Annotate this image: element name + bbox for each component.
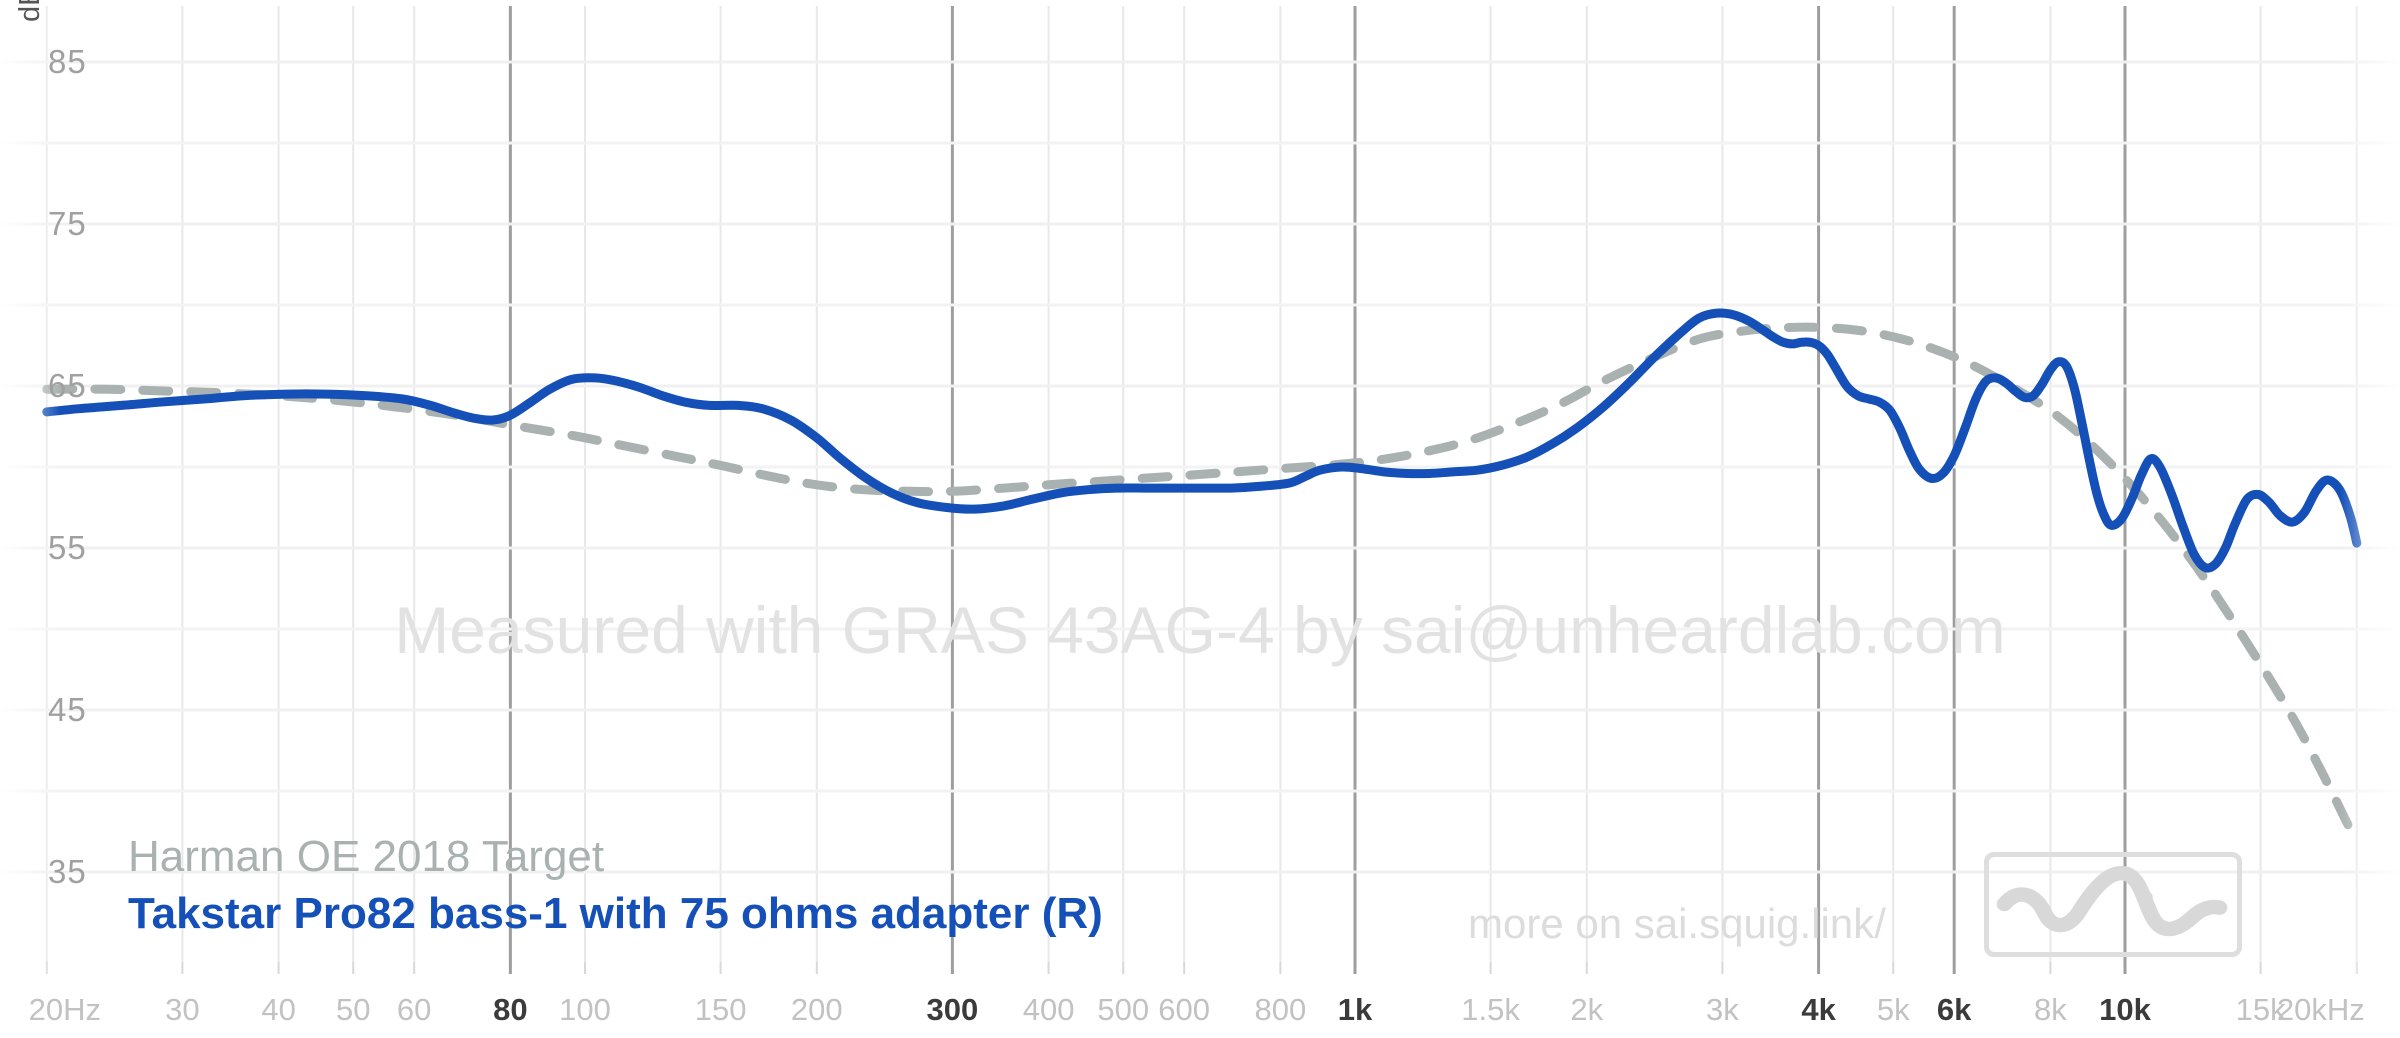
y-tick-75: 75 — [48, 205, 87, 242]
x-tick-10k: 10k — [2099, 992, 2151, 1027]
watermark-text: Measured with GRAS 43AG-4 by sai@unheard… — [394, 593, 2006, 667]
y-tick-45: 45 — [48, 691, 87, 728]
x-tick-5k: 5k — [1876, 992, 1910, 1027]
x-tick-1k: 1k — [1337, 992, 1373, 1027]
x-tick-60: 60 — [396, 992, 432, 1027]
y-tick-35: 35 — [48, 853, 87, 890]
y-tick-85: 85 — [48, 43, 87, 80]
x-tick-500: 500 — [1097, 992, 1150, 1027]
x-tick-200: 200 — [790, 992, 843, 1027]
legend-item-target[interactable]: Harman OE 2018 Target — [128, 832, 605, 881]
x-tick-20Hz: 20Hz — [28, 992, 101, 1027]
x-tick-100: 100 — [559, 992, 611, 1027]
x-tick-40: 40 — [261, 992, 296, 1027]
x-tick-15k: 15k — [2235, 992, 2286, 1027]
x-tick-50: 50 — [335, 992, 371, 1027]
x-tick-20kHz: 20kHz — [2276, 992, 2365, 1027]
series-path-0 — [42, 322, 2362, 848]
x-tick-600: 600 — [1158, 992, 1211, 1027]
legend-item-measurement[interactable]: Takstar Pro82 bass-1 with 75 ohms adapte… — [128, 889, 1103, 939]
x-tick-30: 30 — [165, 992, 200, 1027]
x-tick-1.5k: 1.5k — [1461, 992, 1520, 1027]
y-tick-65: 65 — [48, 367, 87, 404]
x-tick-8k: 8k — [2034, 992, 2067, 1027]
x-tick-6k: 6k — [1936, 992, 1972, 1027]
source-link-text[interactable]: more on sai.squig.link/ — [1468, 900, 1886, 947]
x-tick-80: 80 — [493, 992, 528, 1027]
y-tick-55: 55 — [48, 529, 87, 566]
x-tick-2k: 2k — [1570, 992, 1604, 1027]
series-path-1 — [42, 308, 2362, 573]
x-tick-300: 300 — [926, 992, 979, 1027]
squiglink-logo[interactable] — [1984, 852, 2242, 957]
y-axis-unit-label: dB — [14, 0, 46, 22]
x-tick-4k: 4k — [1801, 992, 1836, 1027]
x-tick-400: 400 — [1022, 992, 1075, 1027]
legend: Harman OE 2018 Target Takstar Pro82 bass… — [128, 828, 1103, 942]
x-tick-150: 150 — [694, 992, 747, 1027]
x-tick-800: 800 — [1254, 992, 1307, 1027]
x-tick-3k: 3k — [1706, 992, 1739, 1027]
